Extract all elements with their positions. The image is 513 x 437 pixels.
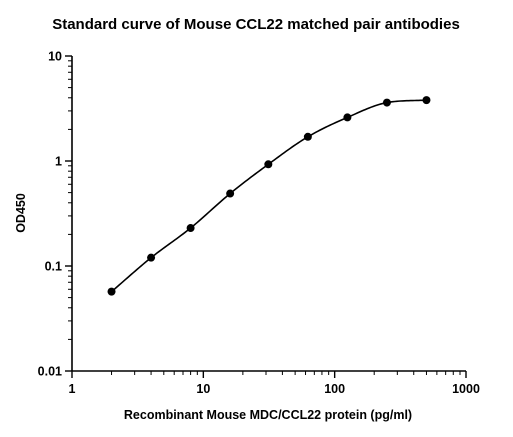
x-tick-label: 1000 [452,382,480,396]
data-point [226,189,235,198]
fit-curve [111,99,427,293]
x-tick-label: 100 [324,382,345,396]
data-point [343,113,352,122]
y-tick-label: 1 [55,155,62,169]
y-tick-label: 0.01 [38,365,62,379]
data-point [186,224,195,233]
x-axis-label: Recombinant Mouse MDC/CCL22 protein (pg/… [124,408,412,422]
y-tick-label: 0.1 [45,260,62,274]
x-tick-label: 1 [69,382,76,396]
data-point [382,98,391,107]
data-point [422,96,431,105]
data-point [303,132,312,141]
y-tick-label: 10 [48,50,62,64]
data-point [264,160,273,169]
plot-area: 1 10 100 1000 0.01 0.1 1 10 [38,50,480,397]
x-tick-label: 10 [196,382,210,396]
data-point [107,287,116,296]
chart-title: Standard curve of Mouse CCL22 matched pa… [52,16,460,33]
y-axis-label: OD450 [14,193,28,233]
data-point [147,253,156,262]
